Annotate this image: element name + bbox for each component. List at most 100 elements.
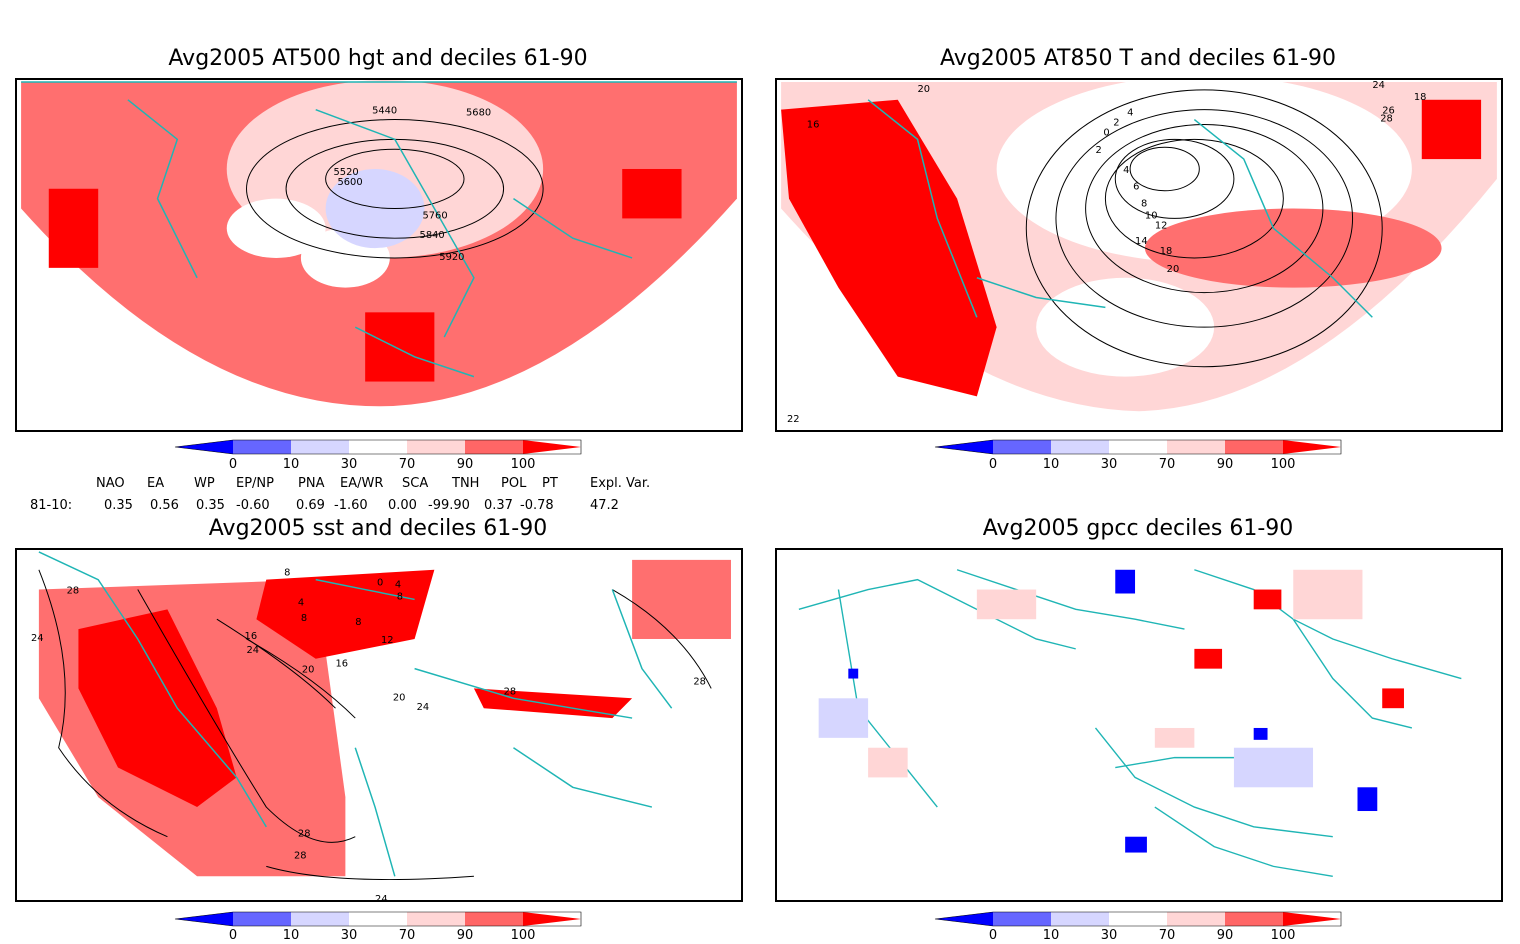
colorbar-swatch bbox=[1109, 912, 1167, 926]
precip-deciles bbox=[818, 569, 1404, 853]
index-name: PNA bbox=[298, 476, 325, 491]
contour-label: 18 bbox=[1414, 92, 1427, 103]
contour-label: 0 bbox=[377, 578, 383, 589]
colorbar-swatch bbox=[1283, 912, 1341, 926]
decile-fill-darkred bbox=[48, 188, 99, 268]
decile-fill-darkred bbox=[473, 688, 633, 719]
colorbar-swatch bbox=[291, 912, 349, 926]
colorbar-tick: 30 bbox=[1101, 457, 1118, 472]
contour-label: 12 bbox=[1155, 220, 1168, 231]
contour-label: 8 bbox=[301, 613, 307, 624]
colorbar-top-left: 0 10 30 70 90 100 bbox=[174, 439, 595, 474]
colorbar-tick: 30 bbox=[341, 457, 358, 472]
colorbar-tick: 90 bbox=[1217, 457, 1234, 472]
index-value: 0.37 bbox=[484, 498, 513, 513]
map-850t: 20 16 24 26 28 18 4 2 0 2 4 6 8 10 12 14… bbox=[781, 80, 1497, 425]
contour-label: 14 bbox=[1135, 236, 1148, 247]
colorbar-swatch bbox=[1051, 440, 1109, 454]
index-name: EA bbox=[147, 476, 165, 491]
contour-label: 26 bbox=[1382, 106, 1395, 117]
colorbar-swatch bbox=[1109, 440, 1167, 454]
contour-label: 4 bbox=[1127, 108, 1133, 119]
map-panel-500hgt: 5440 5680 5520 5600 5760 5840 5920 bbox=[15, 78, 743, 432]
contour-label: 22 bbox=[787, 414, 800, 425]
contour-label: 12 bbox=[381, 635, 394, 646]
panel-3-title: Avg2005 sst and deciles 61-90 bbox=[208, 516, 548, 541]
panel-4-title: Avg2005 gpcc deciles 61-90 bbox=[982, 516, 1294, 541]
contour-label: 2 bbox=[1095, 145, 1101, 156]
map-sst: 28 24 24 8 8 4 8 0 4 8 12 16 16 20 20 24… bbox=[31, 551, 731, 900]
decile-fill-darkred bbox=[256, 569, 435, 659]
colorbar-swatch bbox=[407, 912, 465, 926]
index-value: -0.78 bbox=[520, 498, 554, 513]
contour-label: 28 bbox=[67, 586, 80, 597]
index-name: SCA bbox=[402, 476, 429, 491]
contour-label: 8 bbox=[1141, 199, 1147, 210]
colorbar-swatch bbox=[1225, 912, 1283, 926]
contour-label: 0 bbox=[1103, 127, 1109, 138]
colorbar-swatch bbox=[291, 440, 349, 454]
contour-label: 28 bbox=[294, 850, 307, 861]
colorbar-tick: 0 bbox=[229, 457, 237, 472]
contour-label: 5840 bbox=[420, 230, 445, 241]
index-value: 47.2 bbox=[590, 498, 619, 513]
index-name: Expl. Var. bbox=[590, 476, 651, 491]
colorbar-tick: 10 bbox=[283, 928, 300, 943]
decile-fill-red bbox=[632, 559, 731, 639]
contour-label: 20 bbox=[393, 692, 406, 703]
colorbar-tick: 100 bbox=[1271, 457, 1296, 472]
colorbar-tick: 90 bbox=[457, 457, 474, 472]
decile-fill-white bbox=[1036, 277, 1215, 377]
contour-label: 28 bbox=[504, 686, 517, 697]
colorbar-swatch bbox=[349, 912, 407, 926]
colorbar-tick: 90 bbox=[457, 928, 474, 943]
colorbar-tick: 100 bbox=[511, 457, 536, 472]
map-gpcc bbox=[798, 569, 1462, 877]
index-value: -1.60 bbox=[334, 498, 368, 513]
contour-label: 24 bbox=[1372, 80, 1385, 91]
contour-label: 8 bbox=[284, 568, 290, 579]
colorbar-bottom-right: 0 10 30 70 90 100 bbox=[934, 910, 1355, 944]
decile-fill-darkred bbox=[78, 609, 237, 808]
colorbar-swatch bbox=[523, 912, 581, 926]
colorbar-svg: 0 10 30 70 90 100 bbox=[174, 439, 582, 472]
temperature-contours bbox=[1025, 89, 1383, 368]
contour-label: 5680 bbox=[466, 108, 491, 119]
colorbar-swatch bbox=[465, 440, 523, 454]
contour bbox=[246, 119, 544, 259]
colorbar-swatch bbox=[349, 440, 407, 454]
map-500hgt: 5440 5680 5520 5600 5760 5840 5920 bbox=[21, 80, 737, 407]
contour bbox=[325, 148, 465, 210]
coastline bbox=[38, 551, 673, 877]
colorbar-bottom-left: 0 10 30 70 90 100 bbox=[174, 910, 595, 944]
contour-label: 18 bbox=[1160, 246, 1173, 257]
contour-label: 28 bbox=[298, 829, 311, 840]
colorbar-tick: 30 bbox=[1101, 928, 1118, 943]
colorbar-swatch bbox=[993, 912, 1051, 926]
contour-label: 10 bbox=[1145, 210, 1158, 221]
index-name: NAO bbox=[96, 476, 125, 491]
colorbar-tick: 70 bbox=[399, 928, 416, 943]
colorbar-tick: 0 bbox=[989, 457, 997, 472]
contour-label: 5440 bbox=[372, 106, 397, 117]
colorbar-swatch bbox=[233, 440, 291, 454]
index-name: PT bbox=[542, 476, 558, 491]
index-value: 0.35 bbox=[104, 498, 133, 513]
panel-2-title: Avg2005 AT850 T and deciles 61-90 bbox=[939, 46, 1337, 71]
colorbar-swatch bbox=[175, 912, 233, 926]
contour-label: 20 bbox=[918, 84, 931, 95]
colorbar-svg: 0 10 30 70 90 100 bbox=[934, 439, 1342, 472]
contour-label: 5600 bbox=[337, 177, 362, 188]
colorbar-tick: 0 bbox=[229, 928, 237, 943]
colorbar-tick: 70 bbox=[399, 457, 416, 472]
decile-fill-blue bbox=[325, 168, 425, 249]
index-name: EA/WR bbox=[340, 476, 384, 491]
contour-label: 6 bbox=[1133, 182, 1139, 193]
colorbar-tick: 70 bbox=[1159, 457, 1176, 472]
colorbar-swatch bbox=[1051, 912, 1109, 926]
map-panel-sst: 28 24 24 8 8 4 8 0 4 8 12 16 16 20 20 24… bbox=[15, 548, 743, 902]
colorbar-swatch bbox=[523, 440, 581, 454]
colorbar-tick: 0 bbox=[989, 928, 997, 943]
colorbar-swatch bbox=[233, 912, 291, 926]
contour-label: 24 bbox=[375, 894, 388, 900]
